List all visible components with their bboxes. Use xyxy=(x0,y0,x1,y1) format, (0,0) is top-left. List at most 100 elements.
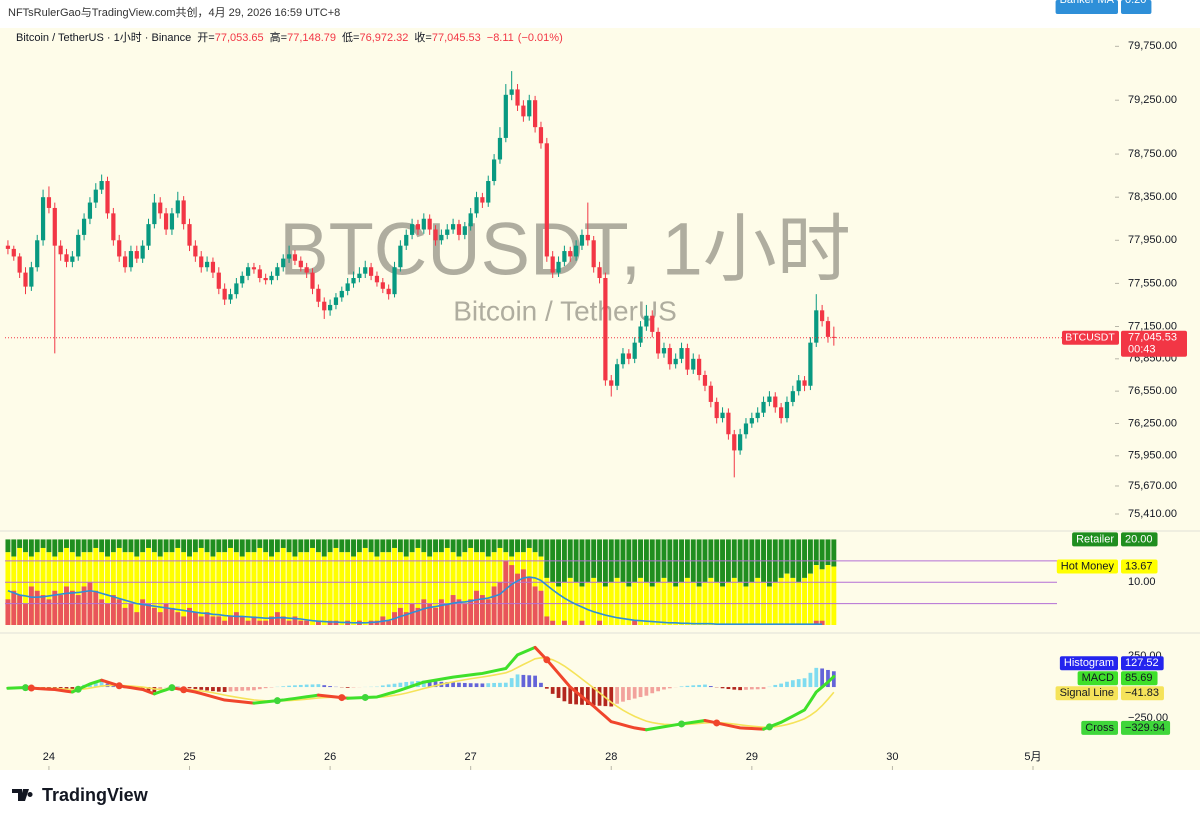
banker-bar xyxy=(286,620,292,625)
candle-body xyxy=(64,254,69,262)
candle-body xyxy=(486,181,491,203)
retailer-bar xyxy=(579,539,585,587)
ohlc-value: 77,045.53 xyxy=(432,32,481,44)
histogram-bar xyxy=(632,687,637,699)
hot-money-bar xyxy=(784,573,790,625)
x-tick-label: 25 xyxy=(183,751,195,763)
banker-bar xyxy=(479,595,485,625)
candle-body xyxy=(644,315,649,327)
histogram-bar xyxy=(486,683,491,688)
candle-body xyxy=(509,89,514,95)
histogram-bar xyxy=(503,682,508,688)
banker-bar xyxy=(474,590,479,625)
cross-dot xyxy=(678,720,686,728)
candle-body xyxy=(234,283,239,295)
hot-money-bar xyxy=(304,552,310,625)
candle-body xyxy=(5,245,11,249)
histogram-bar xyxy=(246,687,250,691)
banker-bar xyxy=(515,573,520,625)
candle-body xyxy=(93,189,98,203)
banker-bar xyxy=(216,616,222,625)
candle-body xyxy=(122,256,128,268)
hot-money-bar xyxy=(151,552,157,625)
level-label: 10.00 xyxy=(1128,576,1156,588)
banker-bar xyxy=(632,620,638,625)
retailer-bar xyxy=(696,539,702,587)
hot-money-bar xyxy=(397,552,403,625)
retailer-bar xyxy=(386,539,392,553)
hot-money-bar xyxy=(386,552,392,625)
retailer-bar xyxy=(351,539,356,557)
candle-body xyxy=(761,401,766,413)
ohlc-key: 高= xyxy=(270,30,287,44)
banker-bar xyxy=(64,586,69,625)
value-tag xyxy=(1121,656,1164,671)
candle-body xyxy=(656,331,661,354)
histogram-bar xyxy=(216,687,221,692)
histogram-bar xyxy=(556,687,561,698)
retailer-bar xyxy=(140,539,146,553)
candle-body xyxy=(281,258,286,268)
hot-money-bar xyxy=(128,552,134,625)
hot-money-bar xyxy=(280,547,286,625)
candle-body xyxy=(392,267,397,295)
histogram-bar xyxy=(527,675,532,688)
candle-body xyxy=(46,197,52,208)
value-tag-text: −41.83 xyxy=(1125,687,1159,699)
candle-body xyxy=(251,267,257,270)
hot-money-bar xyxy=(146,547,151,625)
retailer-bar xyxy=(450,539,456,553)
histogram-bar xyxy=(656,687,660,692)
ohlc-value: 76,972.32 xyxy=(359,32,408,44)
retailer-bar xyxy=(731,539,737,578)
cross-dot xyxy=(115,682,123,690)
histogram-bar xyxy=(574,687,578,705)
banker-bar xyxy=(17,595,23,625)
histogram-bar xyxy=(773,684,778,688)
hot-money-bar xyxy=(403,556,409,625)
histogram-bar xyxy=(626,687,631,701)
candle-body xyxy=(802,380,807,386)
banker-bar xyxy=(274,612,280,625)
retailer-bar xyxy=(269,539,274,557)
retailer-bar xyxy=(198,539,204,548)
candle-body xyxy=(316,288,321,302)
banker-bar xyxy=(427,603,433,625)
hot-money-bar xyxy=(766,586,772,625)
retailer-bar xyxy=(204,539,210,553)
hot-money-bar xyxy=(181,552,187,625)
retailer-bar xyxy=(333,539,339,548)
candle-body xyxy=(661,348,667,354)
histogram-bar xyxy=(492,682,496,688)
histogram-bar xyxy=(498,682,502,688)
retailer-bar xyxy=(105,539,110,557)
hot-money-bar xyxy=(110,552,116,625)
histogram-bar xyxy=(703,684,707,688)
hot-money-bar xyxy=(755,577,761,625)
histogram-bar xyxy=(193,687,198,689)
cross-dot xyxy=(338,694,346,702)
macd-line xyxy=(100,678,156,696)
candle-body xyxy=(327,304,333,311)
candle-body xyxy=(140,245,145,259)
candle-body xyxy=(568,251,573,257)
banker-bar xyxy=(245,620,251,625)
retailer-bar xyxy=(81,539,87,553)
banker-bar xyxy=(175,612,181,625)
retailer-bar xyxy=(456,539,462,557)
candle-body xyxy=(638,326,643,343)
banker-bar xyxy=(239,616,245,625)
hot-money-bar xyxy=(474,552,479,625)
retailer-bar xyxy=(157,539,163,557)
candle-body xyxy=(450,224,456,230)
candle-body xyxy=(117,240,122,257)
histogram-bar xyxy=(621,687,625,702)
hot-money-bar xyxy=(263,552,269,625)
candle-body xyxy=(181,200,186,225)
candle-body xyxy=(263,278,268,281)
histogram-bar xyxy=(732,687,737,690)
hot-money-bar xyxy=(807,573,813,625)
candle-body xyxy=(433,229,438,241)
histogram-bar xyxy=(322,685,327,688)
retailer-bar xyxy=(58,539,64,553)
